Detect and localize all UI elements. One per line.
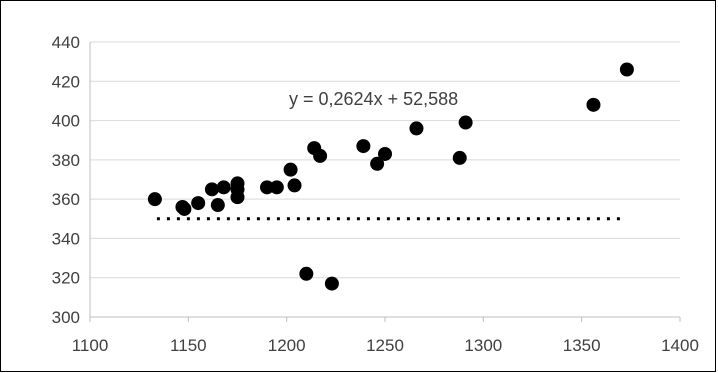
y-tick-label-420: 420 bbox=[52, 72, 80, 91]
data-point-0-18 bbox=[356, 139, 371, 154]
data-point-0-16 bbox=[313, 148, 328, 163]
data-point-0-2 bbox=[177, 201, 192, 216]
x-tick-label-1150: 1150 bbox=[170, 336, 207, 355]
x-tick-label-1250: 1250 bbox=[366, 336, 404, 355]
x-tick-label-1400: 1400 bbox=[661, 336, 699, 355]
data-point-0-23 bbox=[458, 115, 473, 130]
data-point-0-17 bbox=[324, 276, 339, 291]
x-tick-label-1200: 1200 bbox=[268, 336, 306, 355]
y-tick-label-440: 440 bbox=[52, 33, 80, 52]
data-point-0-0 bbox=[147, 192, 162, 207]
gridlines bbox=[90, 41, 680, 279]
data-point-0-19 bbox=[370, 156, 385, 171]
data-points bbox=[147, 62, 634, 291]
data-point-0-5 bbox=[210, 198, 225, 213]
axes bbox=[89, 42, 681, 322]
data-point-0-9 bbox=[230, 190, 245, 205]
y-tick-label-400: 400 bbox=[52, 112, 80, 131]
data-point-0-4 bbox=[204, 182, 219, 197]
data-point-0-11 bbox=[269, 180, 284, 195]
trendline-equation: y = 0,2624x + 52,588 bbox=[289, 89, 458, 109]
data-point-0-13 bbox=[287, 178, 302, 193]
y-tick-label-340: 340 bbox=[52, 229, 80, 248]
data-point-0-12 bbox=[283, 162, 298, 177]
x-tick-label-1100: 1100 bbox=[72, 336, 109, 355]
data-point-0-22 bbox=[452, 150, 467, 165]
x-tick-label-1350: 1350 bbox=[563, 336, 601, 355]
data-point-0-10 bbox=[260, 180, 274, 195]
data-point-0-3 bbox=[191, 196, 206, 211]
y-tick-label-380: 380 bbox=[52, 151, 80, 170]
y-tick-label-300: 300 bbox=[52, 308, 80, 327]
y-tick-label-360: 360 bbox=[52, 190, 80, 209]
y-tick-label-320: 320 bbox=[52, 269, 80, 288]
data-point-0-24 bbox=[586, 97, 601, 112]
data-point-0-25 bbox=[619, 62, 634, 77]
data-point-0-6 bbox=[216, 180, 231, 195]
data-point-0-20 bbox=[378, 146, 392, 161]
x-tick-label-1300: 1300 bbox=[464, 336, 502, 355]
data-point-0-21 bbox=[409, 121, 424, 136]
tick-labels: 300 320 340 360 380 400 420 440 1100 1150 1200 1250… bbox=[52, 33, 699, 355]
data-point-0-14 bbox=[299, 266, 314, 281]
